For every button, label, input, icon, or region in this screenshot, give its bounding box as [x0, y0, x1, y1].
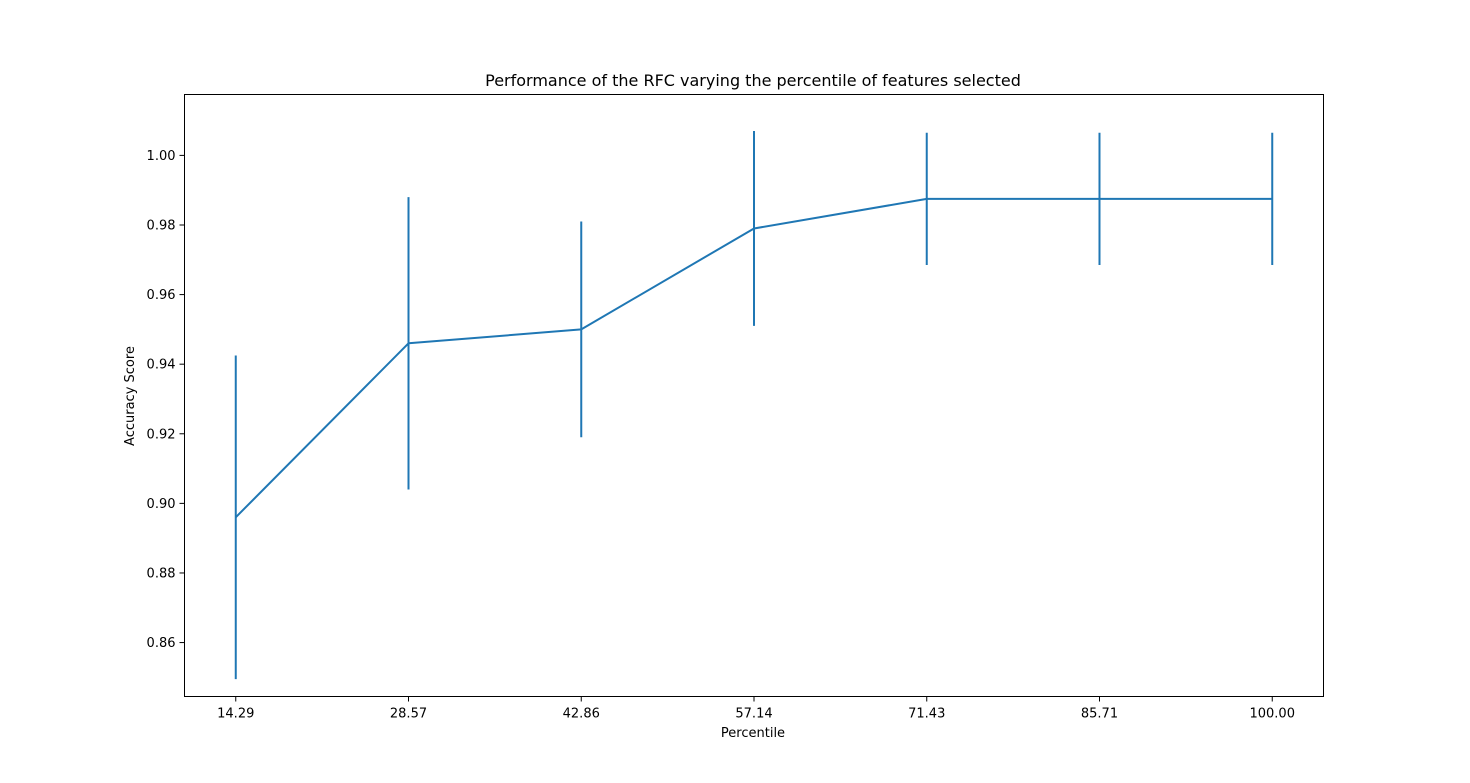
- y-tick-label: 0.88: [147, 566, 176, 581]
- chart-marks: [234, 131, 1274, 680]
- y-tick-label: 0.96: [147, 288, 176, 303]
- x-axis-label: Percentile: [721, 726, 785, 741]
- chart-axes: 14.29 28.57 42.86 57.14 71.43 85.71 100.00 0.86…: [147, 94, 1324, 722]
- x-tick-label: 28.57: [390, 707, 427, 722]
- x-tick-label: 42.86: [563, 707, 600, 722]
- y-tick-label: 0.86: [147, 636, 176, 651]
- y-tick-label: 0.92: [147, 427, 176, 442]
- y-axis-label: Accuracy Score: [123, 346, 138, 446]
- y-tick-label: 0.90: [147, 497, 176, 512]
- x-tick-label: 85.71: [1081, 707, 1118, 722]
- x-tick-label: 57.14: [735, 707, 772, 722]
- x-tick-label: 100.00: [1249, 707, 1295, 722]
- chart-title: Performance of the RFC varying the perce…: [485, 71, 1021, 90]
- y-tick-label: 0.98: [147, 218, 176, 233]
- x-tick-label: 14.29: [217, 707, 254, 722]
- y-tick-label: 1.00: [147, 149, 176, 164]
- y-tick-label: 0.94: [147, 358, 176, 373]
- x-tick-label: 71.43: [908, 707, 945, 722]
